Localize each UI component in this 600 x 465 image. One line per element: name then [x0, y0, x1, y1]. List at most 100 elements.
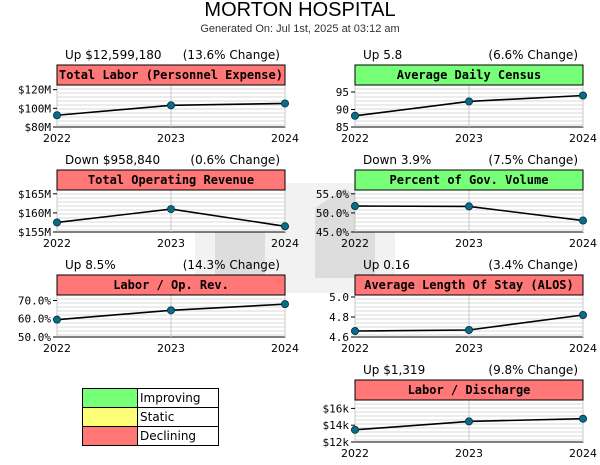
chart-panel-7: Up $1,319 (9.8% Change) Labor / Discharge $… [323, 363, 598, 460]
change-amount: Up $1,319 [363, 363, 425, 377]
y-tick-label: $155M [18, 226, 51, 239]
chart-title: Total Labor (Personnel Expense) [59, 68, 283, 82]
y-tick-label: 50.0% [316, 207, 349, 220]
data-point [53, 218, 62, 227]
data-point [350, 425, 359, 434]
legend-swatch-static [83, 408, 138, 426]
y-tick-label: 60.0% [18, 313, 51, 326]
y-tick-label: 4.8 [329, 311, 349, 324]
change-amount: Down $958,840 [65, 153, 160, 167]
generated-timestamp: Generated On: Jul 1st, 2025 at 03:12 am [200, 23, 400, 35]
chart-title-banner [354, 379, 584, 401]
data-point [280, 99, 289, 108]
legend-label-static: Static [140, 410, 175, 424]
x-tick-label: 2024 [271, 342, 299, 355]
y-tick-label: $120M [18, 84, 51, 97]
chart-panel-5: Up 8.5% (14.3% Change) Labor / Op. Rev. 50.… [18, 258, 299, 355]
y-tick-label: $14k [323, 419, 350, 432]
x-tick-label: 2022 [43, 132, 71, 145]
chart-title-banner [56, 169, 286, 191]
y-tick-label: $80M [25, 121, 52, 134]
change-amount: Up 0.16 [363, 258, 410, 272]
legend-swatch-declining [83, 427, 138, 445]
chart-title: Average Length Of Stay (ALOS) [364, 278, 574, 292]
data-point [350, 111, 359, 120]
x-tick-label: 2023 [455, 237, 483, 250]
change-percent: (0.6% Change) [190, 153, 280, 167]
data-point [280, 222, 289, 231]
chart-title: Total Operating Revenue [88, 173, 254, 187]
x-tick-label: 2022 [341, 237, 369, 250]
legend-swatch-improving [83, 389, 138, 407]
data-point [579, 91, 588, 100]
chart-title-banner [354, 64, 584, 86]
x-tick-label: 2023 [455, 342, 483, 355]
chart-title: Labor / Discharge [408, 383, 531, 397]
legend-label-declining: Declining [140, 429, 197, 443]
change-amount: Down 3.9% [363, 153, 431, 167]
x-tick-label: 2023 [157, 342, 185, 355]
legend-item-static: Static [83, 408, 218, 427]
data-point [579, 310, 588, 319]
y-tick-label: 55.0% [316, 188, 349, 201]
chart-panel-1: Up $12,599,180 (13.6% Change) Total Labor … [18, 48, 299, 145]
data-point [464, 417, 473, 426]
change-percent: (7.5% Change) [488, 153, 578, 167]
x-tick-label: 2023 [455, 447, 483, 460]
data-point [464, 325, 473, 334]
x-tick-label: 2024 [569, 237, 597, 250]
chart-title-banner [354, 169, 584, 191]
change-percent: (6.6% Change) [488, 48, 578, 62]
change-percent: (3.4% Change) [488, 258, 578, 272]
data-point [53, 111, 62, 120]
x-tick-label: 2024 [271, 237, 299, 250]
y-tick-label: 5.0 [329, 291, 349, 304]
y-tick-label: 95 [336, 86, 349, 99]
change-amount: Up 8.5% [65, 258, 116, 272]
legend-item-improving: Improving [83, 389, 218, 408]
chart-title: Average Daily Census [397, 68, 542, 82]
data-point [579, 414, 588, 423]
chart-panel-3: Down $958,840 (0.6% Change) Total Operatin… [18, 153, 299, 250]
x-tick-label: 2024 [569, 132, 597, 145]
chart-title: Percent of Gov. Volume [390, 173, 549, 187]
y-tick-label: 85 [336, 121, 349, 134]
data-point [350, 202, 359, 211]
x-tick-label: 2022 [341, 342, 369, 355]
x-tick-label: 2022 [341, 447, 369, 460]
y-tick-label: 90 [336, 104, 349, 117]
chart-panel-6: Up 0.16 (3.4% Change) Average Length Of St… [329, 258, 597, 355]
chart-title-banner [56, 64, 286, 86]
x-tick-label: 2024 [569, 447, 597, 460]
data-point [166, 205, 175, 214]
chart-title-banner [56, 274, 286, 296]
y-tick-label: $12k [323, 436, 350, 449]
x-tick-label: 2023 [455, 132, 483, 145]
chart-panel-4: Down 3.9% (7.5% Change) Percent of Gov. Vo… [316, 153, 597, 250]
data-point [464, 202, 473, 211]
legend-label-improving: Improving [140, 391, 201, 405]
y-tick-label: $100M [18, 102, 51, 115]
y-tick-label: 4.6 [329, 331, 349, 344]
data-point [280, 300, 289, 309]
y-tick-label: $16k [323, 402, 350, 415]
legend: Improving Static Declining [82, 388, 219, 446]
y-tick-label: 70.0% [18, 294, 51, 307]
y-tick-label: $160M [18, 207, 51, 220]
data-point [166, 101, 175, 110]
data-point [166, 306, 175, 315]
chart-panel-2: Up 5.8 (6.6% Change) Average Daily Census 8… [336, 48, 597, 145]
x-tick-label: 2023 [157, 237, 185, 250]
x-tick-label: 2022 [341, 132, 369, 145]
data-point [464, 97, 473, 106]
chart-title: Labor / Op. Rev. [113, 278, 229, 292]
data-point [53, 315, 62, 324]
change-amount: Up 5.8 [363, 48, 402, 62]
x-tick-label: 2024 [569, 342, 597, 355]
data-point [579, 216, 588, 225]
legend-item-declining: Declining [83, 427, 218, 445]
change-percent: (9.8% Change) [488, 363, 578, 377]
y-tick-label: 50.0% [18, 331, 51, 344]
x-tick-label: 2022 [43, 342, 71, 355]
